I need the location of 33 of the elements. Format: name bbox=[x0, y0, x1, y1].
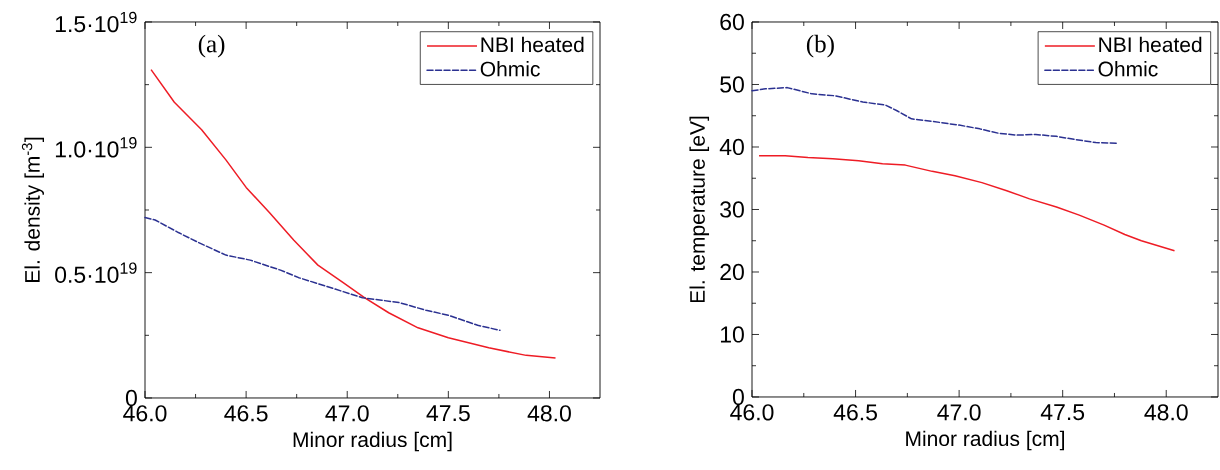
x-axis-title: Minor radius [cm] bbox=[293, 431, 452, 452]
y-tick-label: 60 bbox=[720, 13, 744, 31]
x-tick-label: 46.5 bbox=[833, 404, 877, 421]
x-tick-label: 48.0 bbox=[527, 405, 571, 422]
y-tick-label: 40 bbox=[719, 138, 744, 156]
legend-label: Ohmic bbox=[480, 61, 540, 77]
x-tick-label: 47.5 bbox=[426, 405, 470, 422]
y-tick-label: 0.5·10$^{19}$ bbox=[55, 262, 137, 283]
y-axis-title: El. temperature [eV] bbox=[689, 116, 710, 303]
x-tick-label: 47.5 bbox=[1040, 404, 1085, 421]
y-tick-label: 30 bbox=[720, 201, 744, 218]
legend-label: NBI heated bbox=[1099, 36, 1202, 53]
annotation: (b) bbox=[806, 34, 834, 58]
x-tick-label: 46.5 bbox=[224, 405, 268, 422]
x-tick-label: 46.0 bbox=[123, 405, 167, 422]
x-tick-label: 47.0 bbox=[325, 405, 369, 422]
legend-label: NBI heated bbox=[481, 36, 584, 53]
y-tick-label: 50 bbox=[720, 76, 744, 93]
line-series bbox=[758, 154, 1176, 252]
y-tick-label: 0 bbox=[125, 389, 137, 407]
y-tick-label: 1.0·10$^{19}$ bbox=[55, 137, 137, 158]
x-axis-title: Minor radius [cm] bbox=[906, 430, 1064, 451]
x-tick-label: 48.0 bbox=[1144, 404, 1188, 421]
line-series bbox=[751, 86, 1120, 144]
legend-label: Ohmic bbox=[1098, 61, 1158, 77]
y-tick-label: 1.5·10$^{19}$ bbox=[55, 11, 137, 33]
x-tick-label: 47.0 bbox=[937, 404, 981, 421]
y-tick-label: 0 bbox=[732, 388, 744, 406]
y-tick-label: 10 bbox=[720, 326, 744, 343]
y-tick-label: 20 bbox=[720, 263, 744, 281]
y-axis-title: El. density [m$^{-3}$] bbox=[21, 137, 44, 282]
annotation: (a) bbox=[198, 34, 225, 58]
x-tick-label: 46.0 bbox=[730, 404, 774, 421]
